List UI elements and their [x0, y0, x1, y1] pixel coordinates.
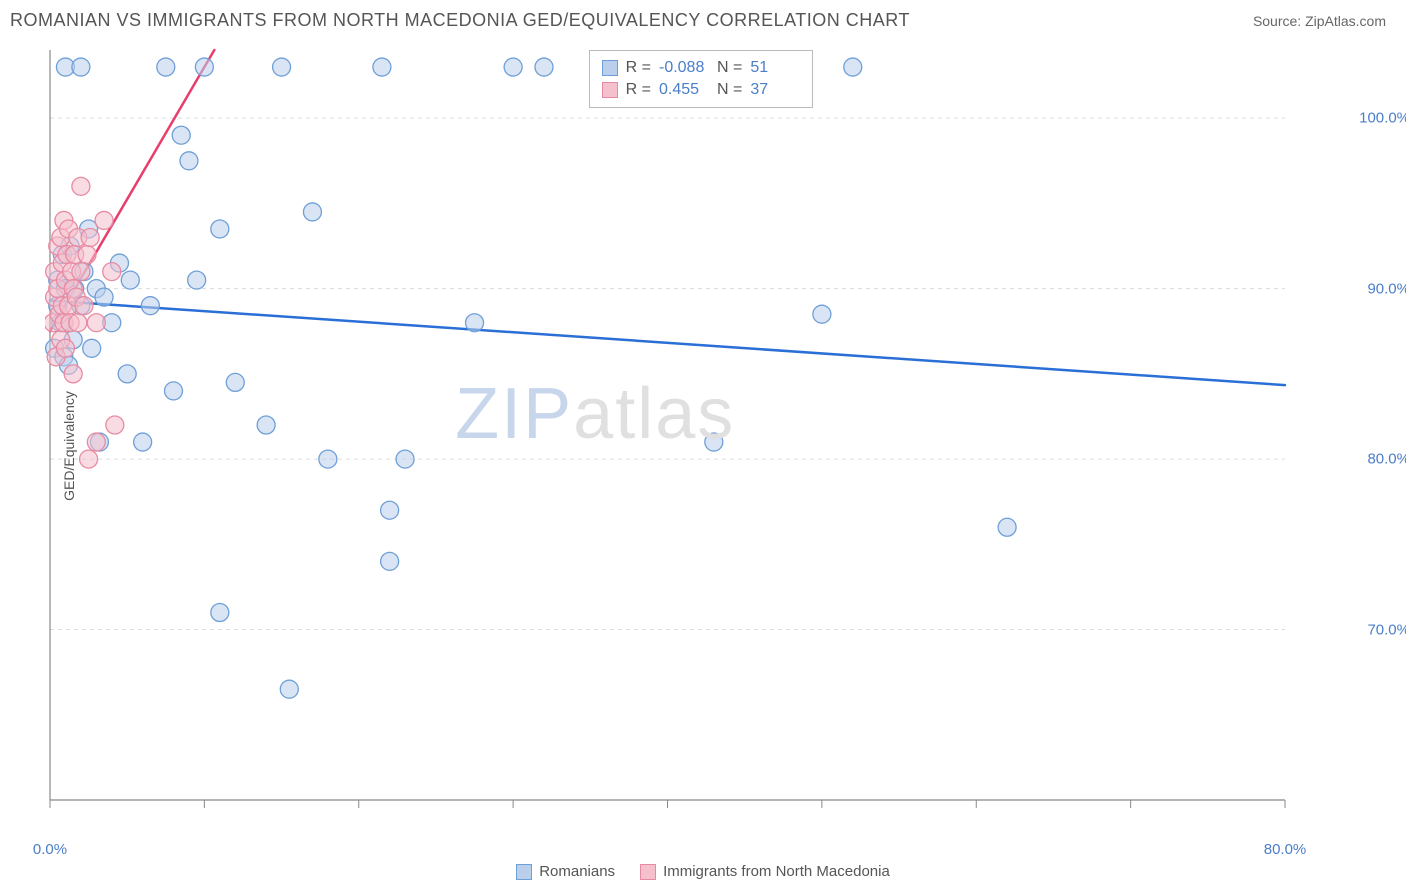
y-tick-label: 70.0% — [1367, 621, 1406, 638]
chart-source: Source: ZipAtlas.com — [1253, 13, 1386, 29]
y-tick-label: 80.0% — [1367, 451, 1406, 468]
stats-swatch — [602, 82, 618, 98]
x-tick-label: 80.0% — [1264, 841, 1307, 858]
bottom-legend: Romanians Immigrants from North Macedoni… — [0, 863, 1406, 880]
plot-area: 70.0%80.0%90.0%100.0% 0.0%80.0% R = -0.0… — [45, 45, 1355, 830]
stats-n-label: N = — [717, 81, 742, 99]
stats-n-label: N = — [717, 59, 742, 77]
stats-legend-box: R = -0.088 N = 51 R = 0.455 N = 37 — [589, 50, 814, 108]
legend-swatch — [640, 864, 656, 880]
stats-r-label: R = — [626, 59, 651, 77]
legend-label: Romanians — [539, 863, 615, 880]
stats-swatch — [602, 60, 618, 76]
stats-n-value: 37 — [750, 81, 800, 99]
legend-item: Immigrants from North Macedonia — [640, 863, 890, 880]
y-tick-label: 90.0% — [1367, 280, 1406, 297]
scatter-svg — [45, 45, 1355, 830]
legend-swatch — [516, 864, 532, 880]
stats-n-value: 51 — [750, 59, 800, 77]
x-tick-label: 0.0% — [33, 841, 67, 858]
legend-item: Romanians — [516, 863, 615, 880]
y-tick-label: 100.0% — [1359, 110, 1406, 127]
stats-row: R = 0.455 N = 37 — [602, 79, 801, 101]
stats-row: R = -0.088 N = 51 — [602, 57, 801, 79]
legend-label: Immigrants from North Macedonia — [663, 863, 890, 880]
stats-r-value: -0.088 — [659, 59, 709, 77]
stats-r-label: R = — [626, 81, 651, 99]
stats-r-value: 0.455 — [659, 81, 709, 99]
chart-title: ROMANIAN VS IMMIGRANTS FROM NORTH MACEDO… — [10, 10, 910, 31]
